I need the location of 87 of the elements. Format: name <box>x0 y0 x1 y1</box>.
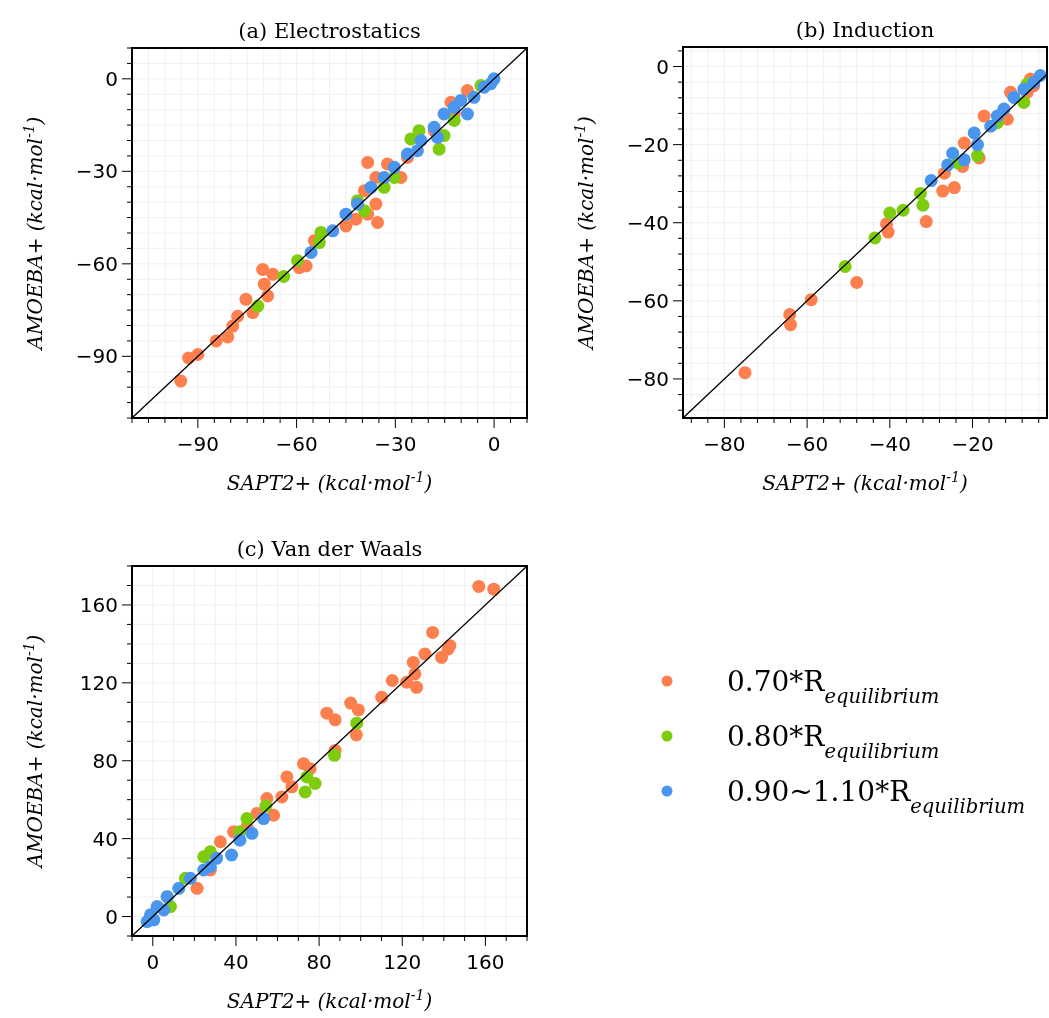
legend-label: 0.80*R$_{equilibrium}$ <box>727 719 940 763</box>
point <box>257 277 271 291</box>
y-tick-label: −90 <box>75 344 118 369</box>
point <box>328 713 342 727</box>
point <box>174 374 188 388</box>
point <box>977 109 991 123</box>
point <box>738 366 752 380</box>
point <box>239 292 253 306</box>
point <box>919 215 933 229</box>
point <box>472 579 486 593</box>
point <box>437 107 451 121</box>
point <box>349 728 363 742</box>
point <box>946 146 960 160</box>
y-tick-label: 0 <box>105 904 118 929</box>
x-tick-label: −40 <box>868 432 911 456</box>
x-axis-title: SAPT2+ (kcal·mol$^{-1}$) <box>226 987 433 1013</box>
point <box>967 126 981 140</box>
point <box>320 706 334 720</box>
y-tick-label: 160 <box>79 592 118 617</box>
chart-title: (a) Electrostatics <box>238 19 421 43</box>
x-axis-title: SAPT2+ (kcal·mol$^{-1}$) <box>762 469 968 495</box>
point <box>410 680 424 694</box>
point <box>947 181 961 195</box>
point <box>957 136 971 150</box>
point <box>432 142 446 156</box>
point <box>426 625 440 639</box>
x-tick-label: −80 <box>703 432 746 456</box>
point <box>351 703 365 717</box>
point <box>916 198 930 212</box>
x-tick-label: −60 <box>275 432 318 456</box>
point <box>784 318 798 332</box>
point <box>364 180 378 194</box>
point <box>936 184 950 198</box>
point <box>454 93 468 107</box>
point <box>460 107 474 121</box>
x-tick-label: 120 <box>383 950 422 974</box>
x-tick-label: 160 <box>466 950 505 974</box>
point <box>197 850 211 864</box>
x-tick-label: 0 <box>146 950 160 974</box>
y-tick-label: −60 <box>626 288 669 313</box>
y-tick-label: −30 <box>75 159 118 184</box>
x-tick-label: −60 <box>785 432 829 456</box>
y-tick-label: 0 <box>105 66 118 91</box>
point <box>257 812 271 826</box>
x-axis-title: SAPT2+ (kcal·mol$^{-1}$) <box>226 469 433 495</box>
y-tick-label: −60 <box>75 251 118 276</box>
point <box>256 262 270 276</box>
point <box>221 330 235 344</box>
x-tick-label: 40 <box>223 950 249 974</box>
point <box>375 690 389 704</box>
point <box>385 674 399 688</box>
point <box>361 155 375 169</box>
point <box>266 267 280 281</box>
chart-title: (b) Induction <box>795 18 935 42</box>
point <box>298 785 312 799</box>
x-tick-label: 0 <box>487 432 501 456</box>
y-tick-label: −20 <box>626 132 669 157</box>
point <box>883 206 897 220</box>
point <box>225 848 239 862</box>
chart-title: (c) Van der Waals <box>236 537 423 561</box>
point <box>369 197 383 211</box>
point <box>308 777 322 791</box>
point <box>487 582 501 596</box>
x-tick-label: −20 <box>951 432 994 456</box>
y-tick-label: 40 <box>92 826 118 851</box>
legend-label: 0.70*R$_{equilibrium}$ <box>727 664 940 708</box>
y-tick-label: 120 <box>79 670 118 695</box>
y-tick-label: −80 <box>626 366 669 391</box>
x-tick-label: 80 <box>306 950 332 974</box>
y-tick-label: 0 <box>656 54 669 79</box>
y-tick-label: −40 <box>626 210 669 235</box>
x-tick-label: −90 <box>176 432 219 456</box>
point <box>406 655 420 669</box>
point <box>327 748 341 762</box>
point <box>190 881 204 895</box>
point <box>435 650 449 664</box>
point <box>371 216 385 230</box>
point <box>213 835 227 849</box>
point <box>850 275 864 289</box>
x-tick-label: −30 <box>374 432 417 456</box>
point <box>240 812 254 826</box>
legend-label: 0.90~1.10*R$_{equilibrium}$ <box>727 774 1026 818</box>
point <box>245 826 259 840</box>
point <box>280 770 294 784</box>
point <box>430 130 444 144</box>
point <box>1007 90 1021 104</box>
y-tick-label: 80 <box>92 748 118 773</box>
